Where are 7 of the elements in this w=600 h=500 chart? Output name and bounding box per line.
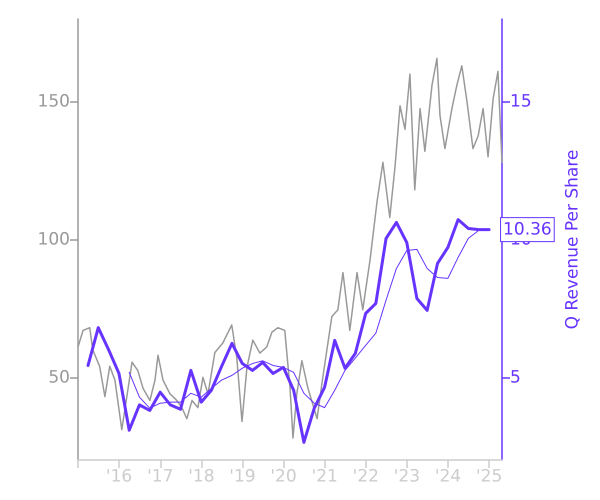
y-tick-label: 100 (38, 230, 70, 250)
y2-tick-label: 15 (510, 92, 532, 112)
y2-tick-label: 5 (510, 367, 521, 388)
y2-axis-title: Q Revenue Per Share (562, 150, 582, 330)
text: 10.36 (503, 220, 552, 240)
y-tick-label: 50 (48, 367, 70, 388)
y-tick-label: 150 (38, 92, 70, 112)
